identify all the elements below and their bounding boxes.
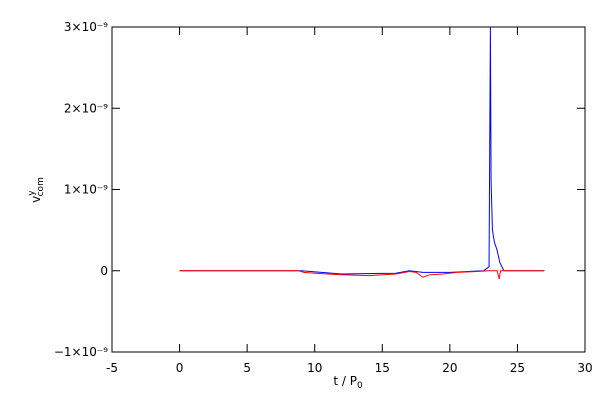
y-tick-label: 2×10⁻⁹: [64, 101, 108, 115]
x-tick-label: -5: [106, 361, 118, 375]
x-tick-label: 0: [176, 361, 184, 375]
y-tick-label: −1×10⁻⁹: [54, 345, 108, 359]
x-tick-label: 15: [375, 361, 390, 375]
x-tick-label: 30: [577, 361, 592, 375]
x-axis-label-main: t / P: [333, 374, 357, 388]
x-tick-label: 5: [243, 361, 251, 375]
x-tick-label: 25: [510, 361, 525, 375]
x-tick-label: 20: [442, 361, 457, 375]
y-tick-label: 0: [100, 264, 108, 278]
x-axis-label-sub: 0: [357, 381, 363, 391]
x-tick-label: 10: [307, 361, 322, 375]
y-axis-label-main: v: [29, 196, 43, 203]
x-axis-label: t / P0: [333, 374, 363, 391]
y-axis-label: vycom: [27, 177, 46, 203]
plot-frame: [111, 26, 586, 353]
data-line: [179, 270, 545, 280]
y-tick-label: 1×10⁻⁹: [64, 183, 108, 197]
y-tick-label: 3×10⁻⁹: [64, 20, 108, 34]
y-axis-label-sup: y: [27, 190, 37, 196]
data-line: [179, 26, 545, 275]
y-axis-label-sub: com: [36, 177, 46, 196]
